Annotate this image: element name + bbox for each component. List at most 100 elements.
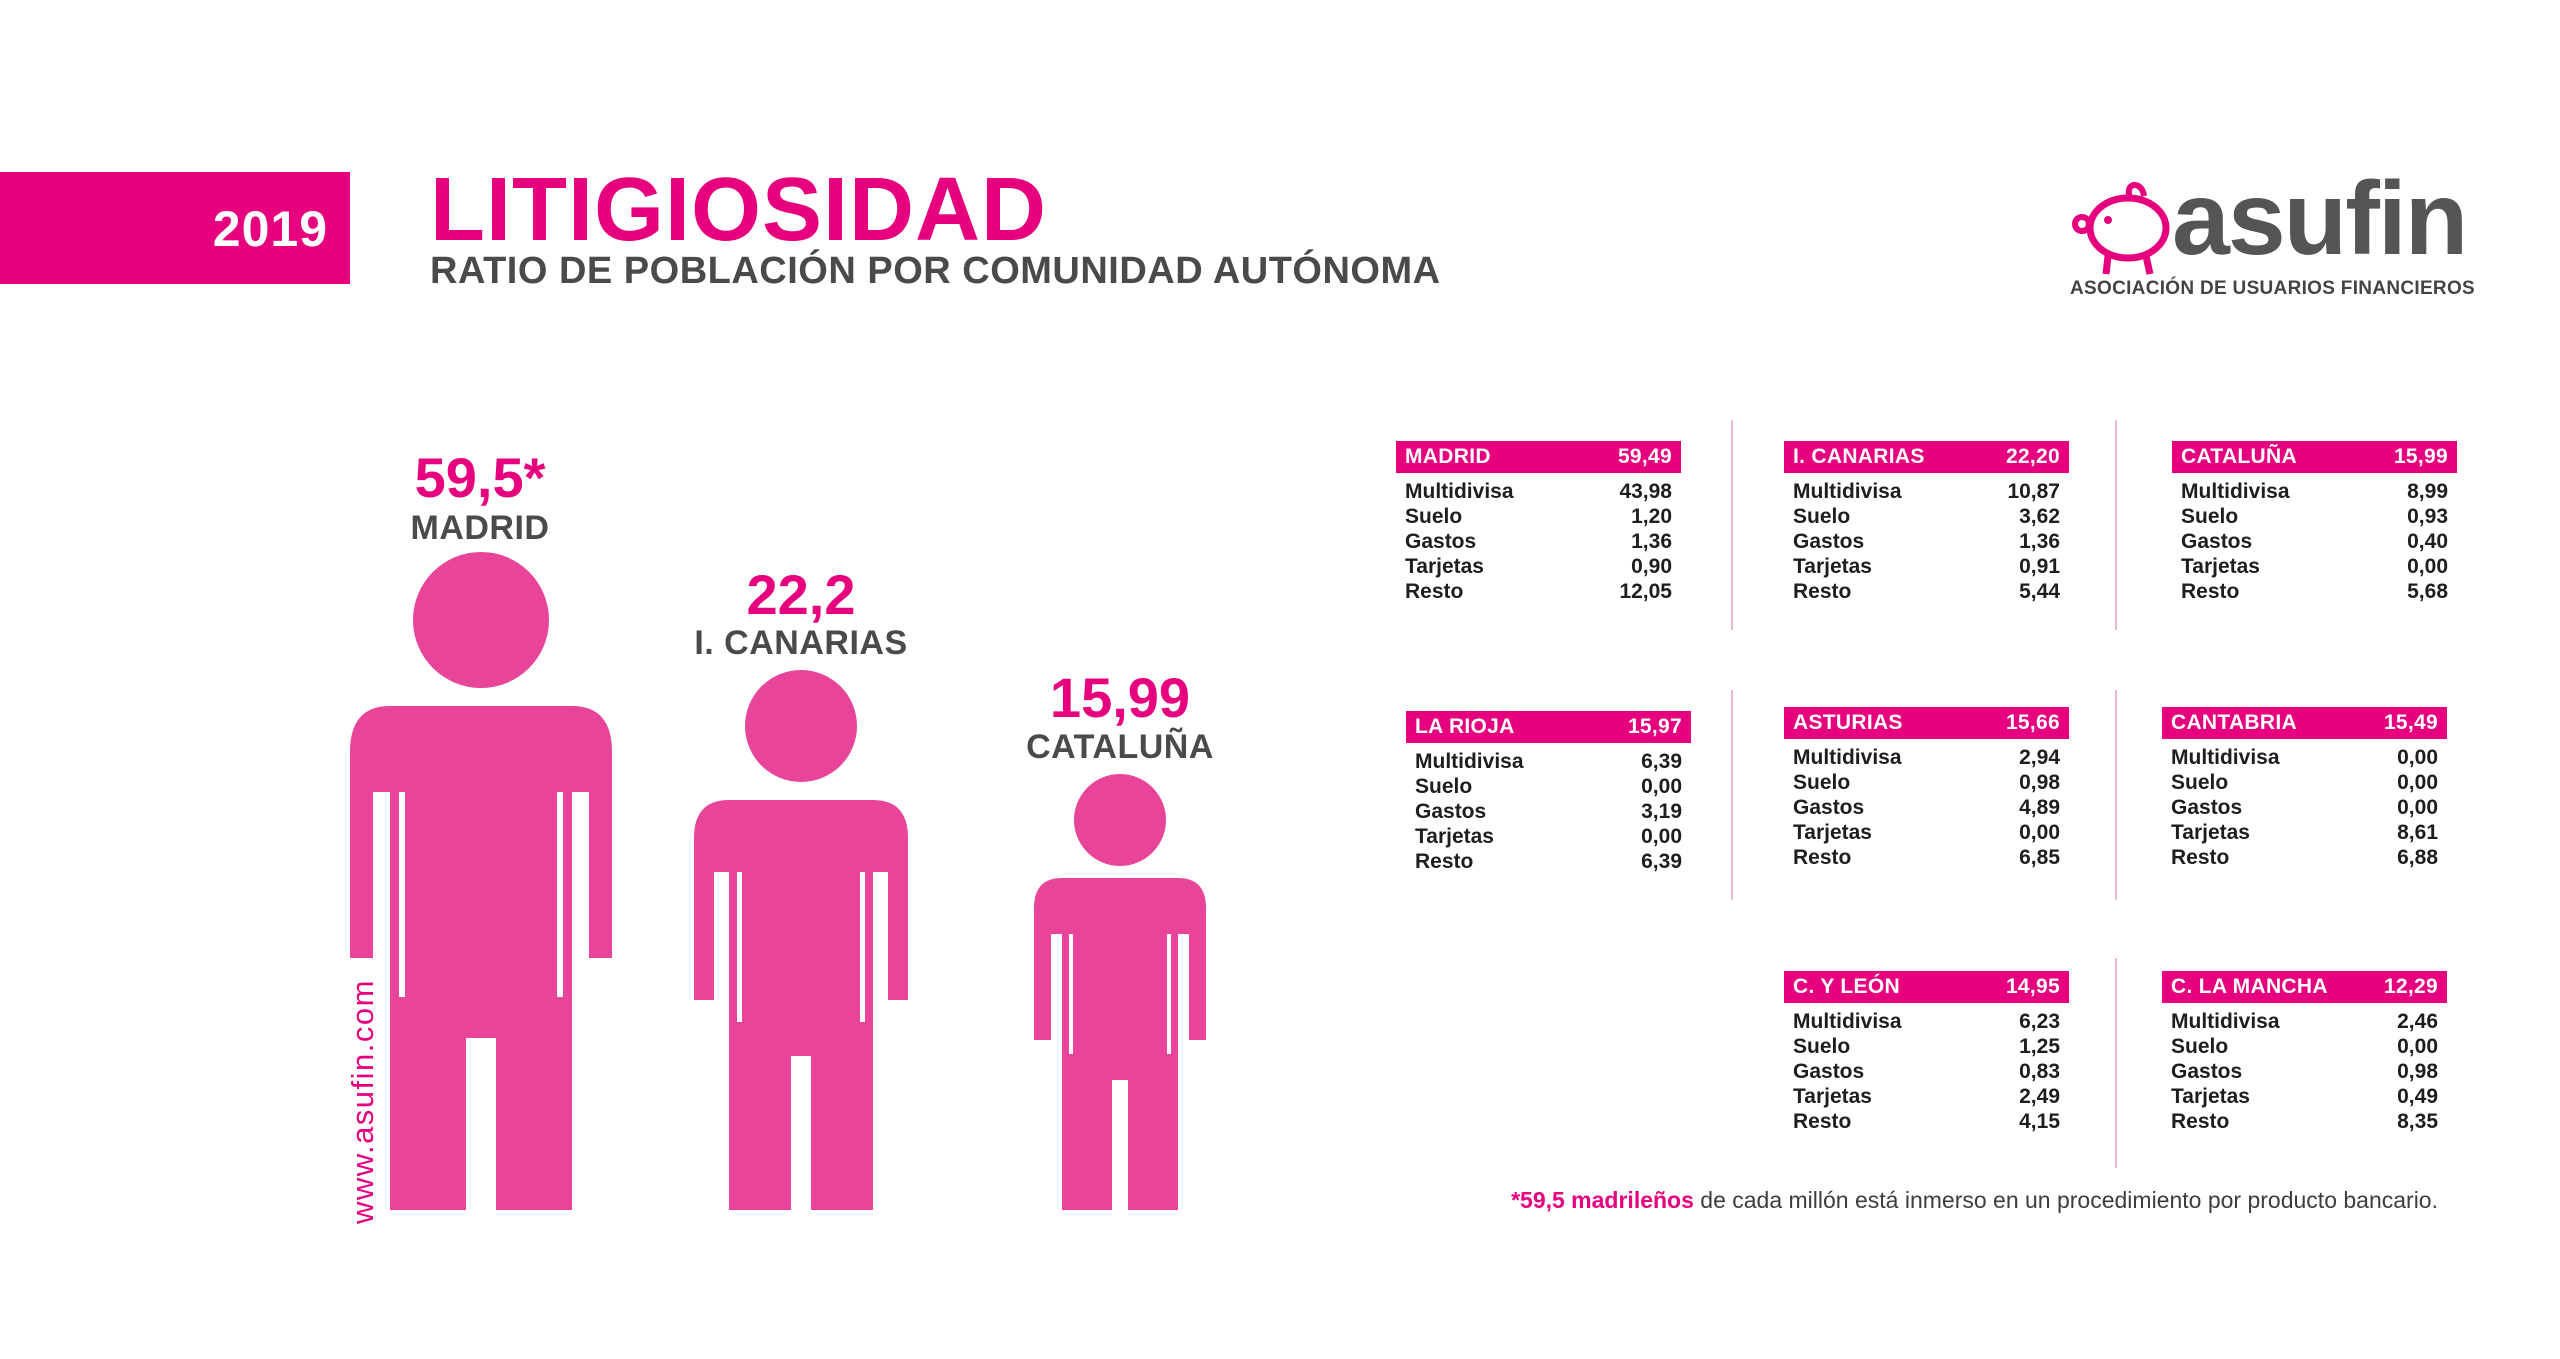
card-total-value: 15,66 [2005, 711, 2060, 734]
row-label: Gastos [2171, 796, 2243, 819]
logo-subtitle: ASOCIACIÓN DE USUARIOS FINANCIEROS [2070, 278, 2476, 299]
row-label: Suelo [1405, 505, 1463, 528]
row-label: Multidivisa [1793, 746, 1902, 769]
row-value: 0,90 [1631, 555, 1672, 578]
row-value: 0,00 [1641, 825, 1682, 848]
card-row: Resto 8,35 [2171, 1109, 2438, 1134]
row-label: Multidivisa [1415, 750, 1524, 773]
region-card-la-rioja: LA RIOJA 15,97 Multidivisa 6,39 Suelo 0,00 … [1406, 711, 1691, 874]
row-value: 0,98 [2019, 771, 2060, 794]
card-row: Gastos 0,00 [2171, 795, 2438, 820]
row-value: 4,15 [2019, 1110, 2060, 1133]
figure-value-madrid: 59,5* [414, 446, 546, 509]
card-row: Suelo 1,25 [1793, 1034, 2060, 1059]
row-value: 0,00 [2397, 771, 2438, 794]
row-value: 0,00 [2407, 555, 2448, 578]
row-value: 0,83 [2019, 1060, 2060, 1083]
card-row: Suelo 0,00 [2171, 770, 2438, 795]
card-row: Resto 4,15 [1793, 1109, 2060, 1134]
row-label: Gastos [1793, 530, 1865, 553]
row-label: Tarjetas [1415, 825, 1494, 848]
card-row: Gastos 0,98 [2171, 1059, 2438, 1084]
card-region-label: I. CANARIAS [1793, 445, 1925, 468]
card-header: ASTURIAS 15,66 [1784, 707, 2069, 739]
separator [1731, 420, 1733, 630]
row-label: Tarjetas [1793, 1085, 1872, 1108]
card-total-value: 59,49 [1617, 445, 1672, 468]
card-total-value: 15,99 [2393, 445, 2448, 468]
card-total-value: 22,20 [2005, 445, 2060, 468]
card-row: Gastos 3,19 [1415, 799, 1682, 824]
row-label: Gastos [1415, 800, 1487, 823]
card-total-value: 12,29 [2383, 975, 2438, 998]
row-value: 4,89 [2019, 796, 2060, 819]
card-total-value: 15,97 [1627, 715, 1682, 738]
card-row: Multidivisa 8,99 [2181, 479, 2448, 504]
card-region-label: LA RIOJA [1415, 715, 1515, 738]
website-link[interactable]: www.asufin.com [345, 979, 380, 1224]
card-row: Multidivisa 2,94 [1793, 745, 2060, 770]
card-row: Gastos 1,36 [1793, 529, 2060, 554]
card-region-label: C. Y LEÓN [1793, 975, 1900, 998]
card-header: MADRID 59,49 [1396, 441, 1681, 473]
figure-name-madrid: MADRID [410, 509, 550, 547]
row-label: Tarjetas [2171, 1085, 2250, 1108]
card-region-label: C. LA MANCHA [2171, 975, 2328, 998]
card-row: Resto 6,85 [1793, 845, 2060, 870]
row-value: 2,94 [2019, 746, 2060, 769]
row-value: 6,23 [2019, 1010, 2060, 1033]
card-row: Suelo 1,20 [1405, 504, 1672, 529]
figure-name-canarias: I. CANARIAS [694, 624, 908, 662]
row-label: Suelo [1415, 775, 1473, 798]
card-row: Multidivisa 43,98 [1405, 479, 1672, 504]
row-label: Resto [1793, 580, 1852, 603]
row-value: 6,85 [2019, 846, 2060, 869]
figure-value-cataluna: 15,99 [1049, 666, 1191, 729]
asufin-logo: asufin ASOCIACIÓN DE USUARIOS FINANCIERO… [2070, 164, 2480, 308]
row-label: Resto [1793, 1110, 1852, 1133]
row-value: 0,00 [1641, 775, 1682, 798]
card-row: Resto 12,05 [1405, 579, 1672, 604]
row-value: 1,36 [2019, 530, 2060, 553]
row-value: 0,93 [2407, 505, 2448, 528]
row-label: Tarjetas [1793, 821, 1872, 844]
row-value: 3,62 [2019, 505, 2060, 528]
region-card-castilla-la-mancha: C. LA MANCHA 12,29 Multidivisa 2,46 Suelo 0… [2162, 971, 2447, 1134]
card-row: Multidivisa 6,23 [1793, 1009, 2060, 1034]
row-value: 2,46 [2397, 1010, 2438, 1033]
person-figure-cataluna [1034, 774, 1206, 1210]
card-row: Multidivisa 6,39 [1415, 749, 1682, 774]
card-total-value: 15,49 [2383, 711, 2438, 734]
figure-name-cataluna: CATALUÑA [1026, 728, 1214, 766]
piggy-bank-icon [2072, 182, 2170, 275]
card-row: Gastos 1,36 [1405, 529, 1672, 554]
footnote-text: de cada millón está inmerso en un proced… [1693, 1187, 2438, 1213]
card-row: Tarjetas 0,00 [1793, 820, 2060, 845]
card-header: I. CANARIAS 22,20 [1784, 441, 2069, 473]
row-value: 0,00 [2397, 796, 2438, 819]
year-label: 2019 [212, 201, 328, 257]
card-row: Resto 6,88 [2171, 845, 2438, 870]
row-value: 8,35 [2397, 1110, 2438, 1133]
card-row: Tarjetas 2,49 [1793, 1084, 2060, 1109]
card-row: Resto 5,68 [2181, 579, 2448, 604]
row-value: 0,00 [2019, 821, 2060, 844]
card-row: Gastos 4,89 [1793, 795, 2060, 820]
region-card-castilla-y-leon: C. Y LEÓN 14,95 Multidivisa 6,23 Suelo 1,25… [1784, 971, 2069, 1134]
row-value: 6,39 [1641, 750, 1682, 773]
row-label: Multidivisa [2171, 746, 2280, 769]
card-row: Tarjetas 0,00 [2181, 554, 2448, 579]
row-label: Tarjetas [1405, 555, 1484, 578]
people-figures [350, 552, 1206, 1210]
row-label: Tarjetas [2171, 821, 2250, 844]
card-row: Suelo 3,62 [1793, 504, 2060, 529]
row-value: 1,25 [2019, 1035, 2060, 1058]
row-label: Tarjetas [2181, 555, 2260, 578]
row-value: 0,49 [2397, 1085, 2438, 1108]
card-row: Tarjetas 0,00 [1415, 824, 1682, 849]
row-value: 5,68 [2407, 580, 2448, 603]
row-label: Suelo [1793, 771, 1851, 794]
row-label: Resto [1415, 850, 1474, 873]
card-region-label: CATALUÑA [2181, 445, 2297, 468]
card-header: CANTABRIA 15,49 [2162, 707, 2447, 739]
